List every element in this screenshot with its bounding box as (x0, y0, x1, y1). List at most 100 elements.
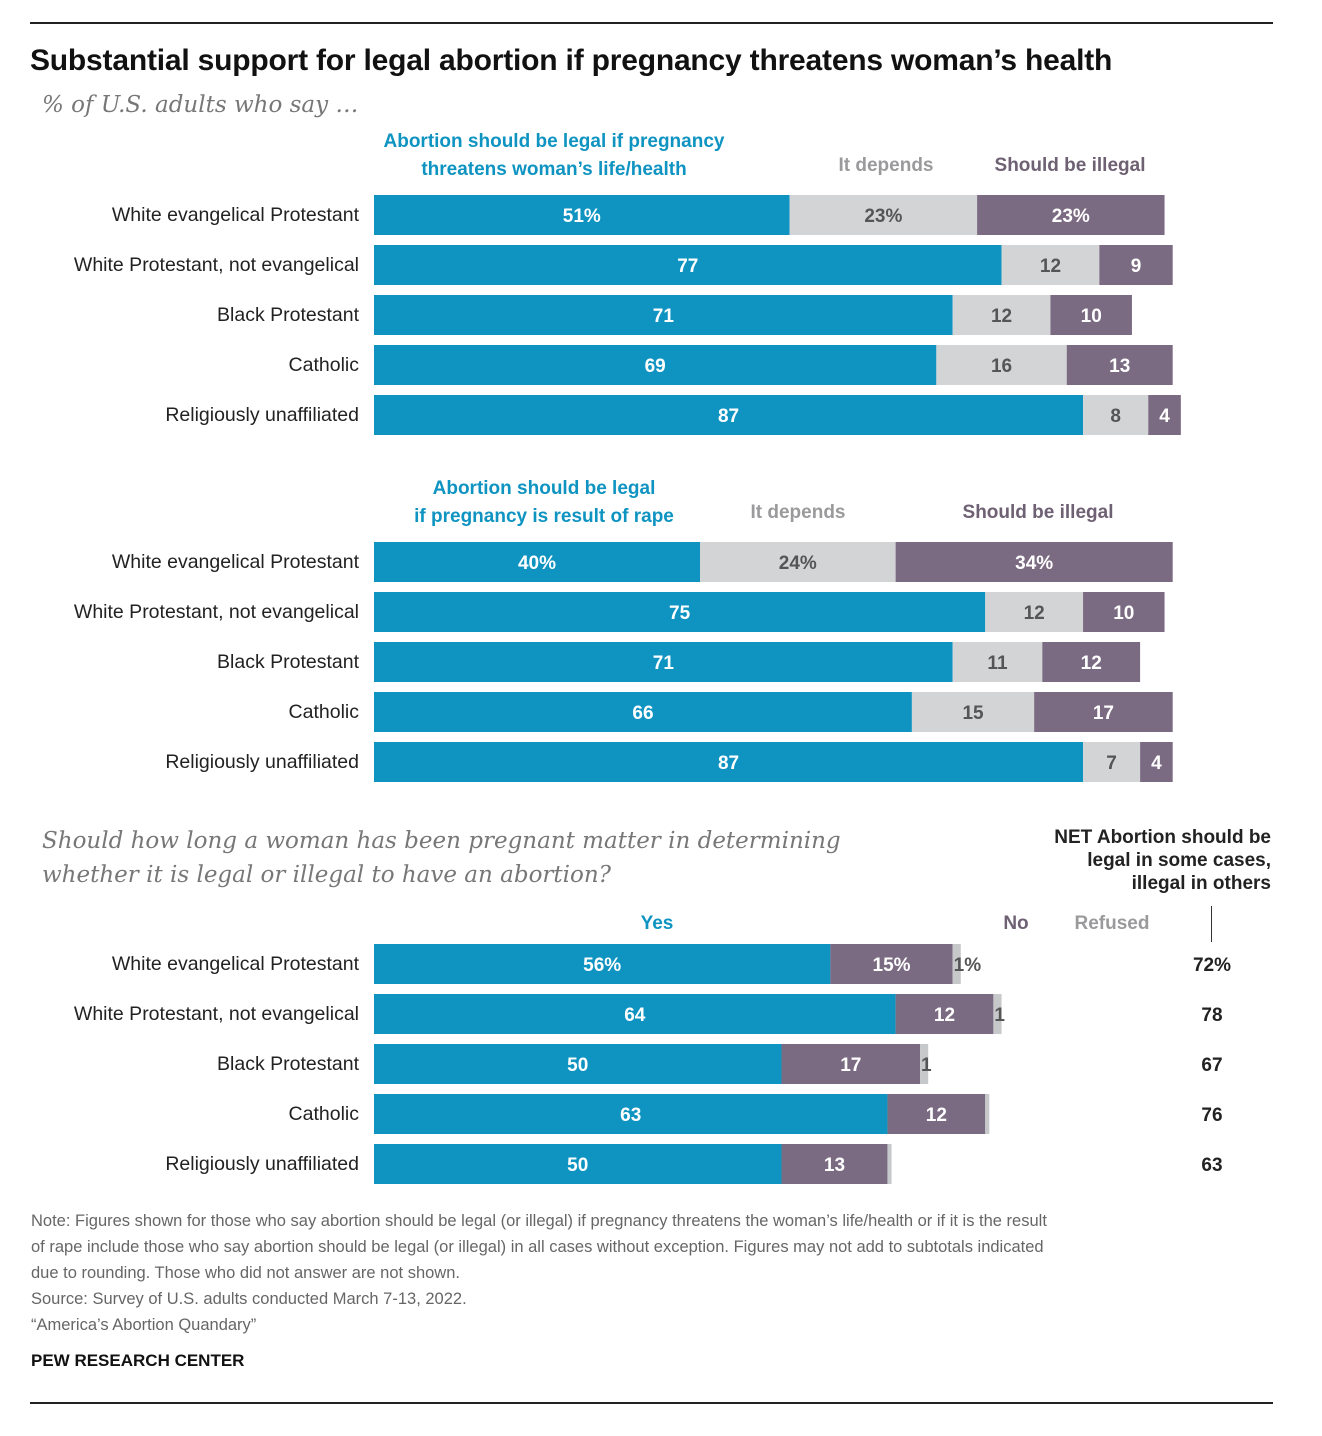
panel3-header-no: No (1003, 913, 1029, 934)
bar-segment-first (374, 245, 1002, 285)
category-label: Black Protestant (217, 304, 360, 326)
data-label: 66 (632, 703, 653, 724)
data-label: 9 (1131, 256, 1142, 277)
data-label: 24% (779, 553, 817, 574)
data-label: 13 (824, 1155, 845, 1176)
net-value: 63 (1201, 1155, 1222, 1176)
bar-segment-second (789, 195, 978, 235)
panel2-header-legal-line1: Abortion should be legal (432, 478, 656, 499)
notes: Note: Figures shown for those who say ab… (31, 1208, 1271, 1338)
panel1-header-legal-line1: Abortion should be legal if pregnancy (383, 131, 725, 152)
data-label: 11 (987, 653, 1008, 674)
panel1-header-legal: Abortion should be legal if pregnancy th… (374, 128, 734, 184)
bar-segment-third (977, 195, 1165, 235)
bar-segment-first (374, 642, 953, 682)
bar-segment-third (895, 542, 1173, 582)
data-label: 10 (1113, 603, 1134, 624)
data-label: 23% (864, 206, 902, 227)
data-label: 12 (991, 306, 1012, 327)
category-label: Catholic (289, 354, 360, 376)
data-label: 7 (1106, 753, 1117, 774)
bar-segment-third (1066, 345, 1173, 385)
data-label: 12 (934, 1005, 955, 1026)
category-label: Black Protestant (217, 1053, 360, 1075)
bar-segment-third (985, 1094, 990, 1134)
panel3-header-yes: Yes (640, 913, 674, 934)
data-label: 10 (1081, 306, 1102, 327)
bar-segment-third (887, 1144, 892, 1184)
bar-segment-first (374, 742, 1084, 782)
bar-segment-third (952, 944, 961, 984)
bar-segment-third (1042, 642, 1141, 682)
data-label: 15 (962, 703, 984, 724)
data-label: 77 (677, 256, 698, 277)
category-label: Catholic (289, 1103, 360, 1125)
bar-segment-third (1099, 245, 1173, 285)
chart-title: Substantial support for legal abortion i… (30, 44, 1113, 77)
bar-segment-second (1083, 742, 1141, 782)
bar-segment-second (985, 592, 1084, 632)
net-value: 76 (1201, 1105, 1222, 1126)
bar-segment-second (911, 692, 1035, 732)
bar-segment-second (952, 642, 1043, 682)
panel3-header-refused: Refused (1074, 913, 1150, 934)
bar-segment-first (374, 592, 986, 632)
net-header-line1: NET Abortion should be (1054, 827, 1271, 848)
category-label: White Protestant, not evangelical (74, 601, 359, 623)
data-label: 4 (1151, 753, 1162, 774)
note-line-3: due to rounding. Those who did not answe… (31, 1264, 460, 1282)
bar-segment-second (781, 1044, 921, 1084)
chart-subtitle: % of U.S. adults who say … (42, 92, 359, 118)
data-label: 51% (563, 206, 601, 227)
bar-segment-second (895, 994, 994, 1034)
category-label: Black Protestant (217, 651, 360, 673)
bar-segment-third (920, 1044, 929, 1084)
bottom-rule (30, 1402, 1273, 1404)
note-line-2: of rape include those who say abortion s… (31, 1238, 1044, 1256)
data-label: 50 (567, 1055, 588, 1076)
data-label: 71 (653, 653, 675, 674)
net-value: 67 (1201, 1055, 1222, 1076)
bar-segment-third (1148, 395, 1181, 435)
panel3-question-line1: Should how long a woman has been pregnan… (42, 828, 841, 854)
panel3-question-line2: whether it is legal or illegal to have a… (42, 862, 612, 888)
net-header-tick (1211, 906, 1212, 942)
data-label: 8 (1110, 406, 1121, 427)
bar-segment-second (1001, 245, 1100, 285)
data-label: 87 (718, 406, 739, 427)
bar-segment-third (1050, 295, 1132, 335)
bar-segment-second (887, 1094, 986, 1134)
bar-segment-first (374, 1094, 888, 1134)
data-label: 63 (620, 1105, 641, 1126)
data-label: 34% (1015, 553, 1053, 574)
bar-segment-second (700, 542, 896, 582)
data-label: 12 (926, 1105, 947, 1126)
panel2-header-illegal: Should be illegal (962, 502, 1114, 523)
bar-segment-first (374, 1144, 782, 1184)
bar-segment-first (374, 295, 953, 335)
category-label: White Protestant, not evangelical (74, 1003, 359, 1025)
data-label: 64 (624, 1005, 646, 1026)
category-label: White evangelical Protestant (112, 204, 360, 226)
data-label: 75 (669, 603, 691, 624)
panel1-header-legal-line2: threatens woman’s life/health (421, 159, 687, 180)
data-label: 69 (645, 356, 666, 377)
data-label: 12 (1040, 256, 1061, 277)
data-label: 1 (921, 1055, 932, 1076)
net-header: NET Abortion should be legal in some cas… (1054, 826, 1271, 895)
category-label: Religiously unaffiliated (165, 404, 359, 426)
data-label: 1 (994, 1005, 1005, 1026)
panel3-question: Should how long a woman has been pregnan… (42, 824, 841, 892)
data-label: 16 (991, 356, 1012, 377)
data-label: 17 (840, 1055, 861, 1076)
source-line: Source: Survey of U.S. adults conducted … (31, 1290, 467, 1308)
bar-segment-first (374, 994, 896, 1034)
data-label: 56% (583, 955, 621, 976)
bar-segment-first (374, 692, 912, 732)
data-label: 13 (1109, 356, 1130, 377)
bar-segment-first (374, 195, 790, 235)
category-label: White evangelical Protestant (112, 953, 360, 975)
bar-segment-second (781, 1144, 888, 1184)
net-header-line3: illegal in others (1131, 873, 1271, 894)
